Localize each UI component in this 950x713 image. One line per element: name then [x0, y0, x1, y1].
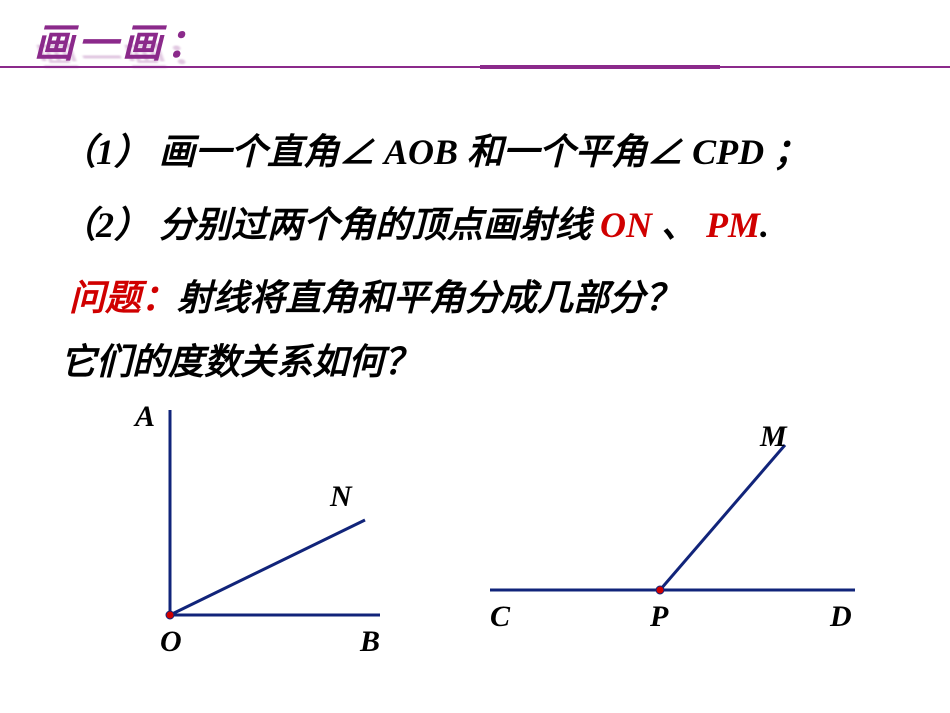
diagram-cpd: M C P D [460, 380, 880, 670]
label-a: A [135, 400, 155, 434]
line1-prefix: （1） 画一个直角 [60, 132, 339, 172]
line2-suffix: . [760, 205, 769, 245]
question-block: 问题：射线将直角和平角分成几部分？ 它们的度数关系如何？ [60, 266, 890, 396]
diagram-cpd-svg [460, 380, 880, 670]
label-p: P [650, 600, 668, 634]
line1-suffix: ； [764, 132, 809, 172]
instruction-2: （2） 分别过两个角的顶点画射线 ON 、 PM. [60, 193, 890, 258]
ray-pm-line [660, 445, 785, 590]
ray-pm: PM [706, 205, 760, 245]
label-c: C [490, 600, 510, 634]
label-o: O [160, 625, 182, 659]
label-m: M [760, 420, 787, 454]
vertex-p [656, 586, 664, 594]
question-label: 问题： [69, 278, 177, 318]
vertex-o [166, 611, 174, 619]
diagram-area: A N O B M C P D [60, 380, 890, 680]
label-b: B [360, 625, 380, 659]
ray-on: ON [600, 205, 652, 245]
instruction-1: （1） 画一个直角∠ AOB 和一个平角∠ CPD ； [60, 120, 890, 185]
diagram-aob-svg [60, 380, 410, 670]
heading-underline [0, 66, 950, 68]
question-line2: 它们的度数关系如何？ [60, 342, 420, 382]
label-d: D [830, 600, 852, 634]
ray-on-line [170, 520, 365, 615]
line2-prefix: （2） 分别过两个角的顶点画射线 [60, 205, 600, 245]
line1-mid: 和一个平角 [458, 132, 647, 172]
heading-reflection: 画一画： [34, 48, 210, 62]
question-line1: 射线将直角和平角分成几部分？ [177, 278, 681, 318]
line2-sep: 、 [652, 205, 706, 245]
slide-heading: 画一画： 画一画： [34, 24, 210, 82]
angle-cpd: ∠ CPD [647, 132, 764, 172]
diagram-aob: A N O B [60, 380, 410, 670]
body-content: （1） 画一个直角∠ AOB 和一个平角∠ CPD ； （2） 分别过两个角的顶… [60, 120, 890, 395]
angle-aob: ∠ AOB [339, 132, 458, 172]
label-n: N [330, 480, 352, 514]
